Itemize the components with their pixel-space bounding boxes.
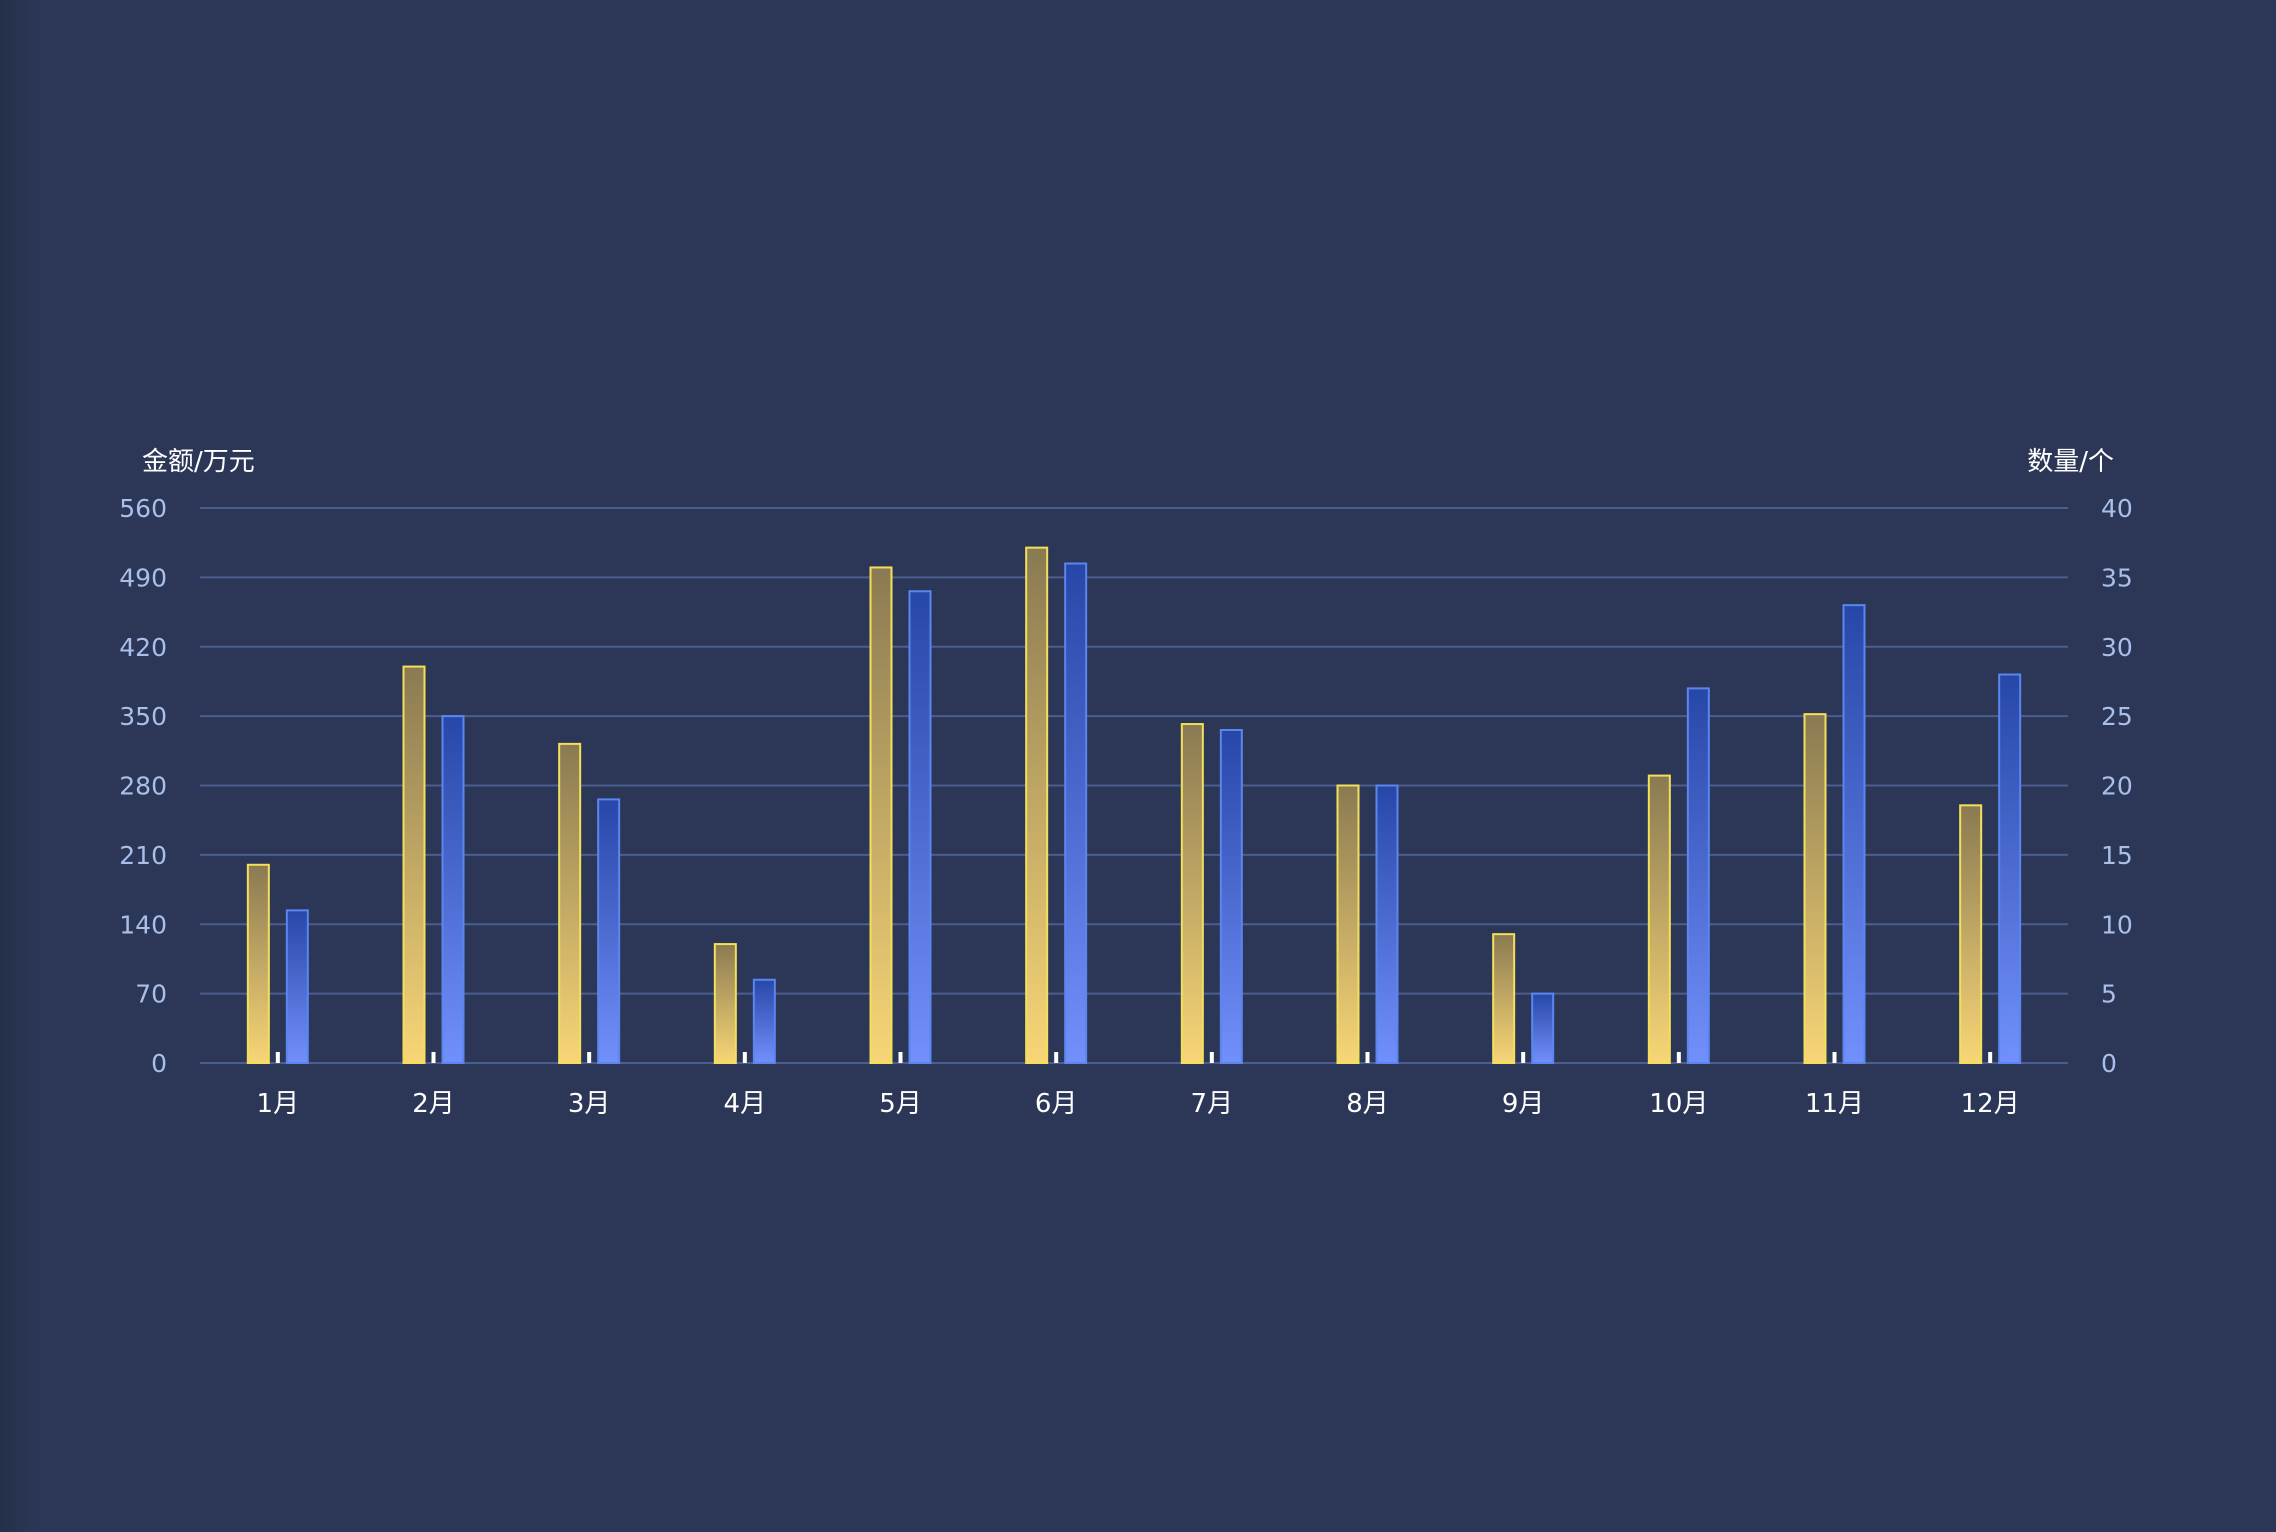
category-tick — [275, 1052, 280, 1063]
bar-amount[interactable] — [1025, 546, 1049, 1064]
category-label: 7月 — [1191, 1089, 1234, 1119]
category-tick — [1676, 1052, 1681, 1063]
bar-amount[interactable] — [1959, 804, 1983, 1064]
category-label: 5月 — [879, 1089, 922, 1119]
bar-amount[interactable] — [1336, 784, 1360, 1064]
bar-count[interactable] — [441, 715, 465, 1064]
bar-count[interactable] — [1219, 729, 1243, 1064]
left-tick-label: 70 — [135, 980, 167, 1009]
bar-count[interactable] — [1842, 604, 1866, 1064]
category-tick — [431, 1052, 436, 1063]
category-label: 4月 — [724, 1089, 767, 1119]
left-tick-label: 280 — [119, 772, 167, 801]
right-axis-ticks: 0 5 10 15 20 25 30 35 40 — [2101, 494, 2133, 1078]
category-tick — [1209, 1052, 1214, 1063]
right-tick-label: 30 — [2101, 633, 2133, 662]
bar-amount[interactable] — [1803, 713, 1827, 1065]
left-tick-label: 0 — [151, 1049, 167, 1078]
bar-amount[interactable] — [1492, 933, 1516, 1064]
right-axis-title: 数量/个 — [2027, 447, 2114, 477]
bar-amount[interactable] — [1180, 723, 1204, 1065]
bar-amount[interactable] — [869, 566, 893, 1064]
bar-count[interactable] — [908, 590, 932, 1064]
bar-amount[interactable] — [1647, 774, 1671, 1064]
right-tick-label: 0 — [2101, 1049, 2117, 1078]
category-label: 8月 — [1346, 1089, 1389, 1119]
bars — [246, 546, 2022, 1065]
bar-count[interactable] — [1064, 562, 1088, 1064]
left-tick-label: 350 — [119, 702, 167, 731]
right-tick-label: 40 — [2101, 494, 2133, 523]
right-tick-label: 10 — [2101, 910, 2133, 939]
x-axis-labels: 1月 2月 3月 4月 5月 6月 7月 8月 9月 10月 11月 12月 — [257, 1089, 2020, 1119]
bar-amount[interactable] — [713, 943, 737, 1064]
category-label: 1月 — [257, 1089, 300, 1119]
bar-amount[interactable] — [558, 742, 582, 1064]
left-tick-label: 560 — [119, 494, 167, 523]
right-tick-label: 20 — [2101, 772, 2133, 801]
bar-count[interactable] — [1375, 784, 1399, 1064]
right-tick-label: 35 — [2101, 563, 2133, 592]
category-label: 2月 — [412, 1089, 455, 1119]
category-tick — [1988, 1052, 1993, 1063]
left-axis-ticks: 0 70 140 210 280 350 420 490 560 — [119, 494, 167, 1078]
bar-count[interactable] — [1998, 673, 2022, 1064]
category-label: 9月 — [1502, 1089, 1545, 1119]
category-tick — [587, 1052, 592, 1063]
category-label: 10月 — [1649, 1089, 1708, 1119]
category-tick — [1365, 1052, 1370, 1063]
left-tick-label: 490 — [119, 563, 167, 592]
left-tick-label: 210 — [119, 841, 167, 870]
category-tick — [742, 1052, 747, 1063]
category-tick — [1521, 1052, 1526, 1063]
right-tick-label: 5 — [2101, 980, 2117, 1009]
category-label: 11月 — [1805, 1089, 1864, 1119]
left-tick-label: 140 — [119, 910, 167, 939]
bar-count[interactable] — [285, 909, 309, 1064]
left-axis-title: 金额/万元 — [142, 447, 255, 477]
category-label: 12月 — [1961, 1089, 2020, 1119]
grid-lines — [200, 507, 2068, 1064]
bar-count[interactable] — [1686, 687, 1710, 1064]
category-tick — [1054, 1052, 1059, 1063]
category-label: 6月 — [1035, 1089, 1078, 1119]
bar-amount[interactable] — [402, 665, 426, 1064]
category-label: 3月 — [568, 1089, 611, 1119]
bar-count[interactable] — [752, 978, 776, 1064]
right-tick-label: 15 — [2101, 841, 2133, 870]
bar-count[interactable] — [597, 798, 621, 1064]
left-tick-label: 420 — [119, 633, 167, 662]
bar-amount[interactable] — [246, 863, 270, 1064]
category-tick — [1832, 1052, 1837, 1063]
right-tick-label: 25 — [2101, 702, 2133, 731]
bar-count[interactable] — [1531, 992, 1555, 1064]
category-tick — [898, 1052, 903, 1063]
